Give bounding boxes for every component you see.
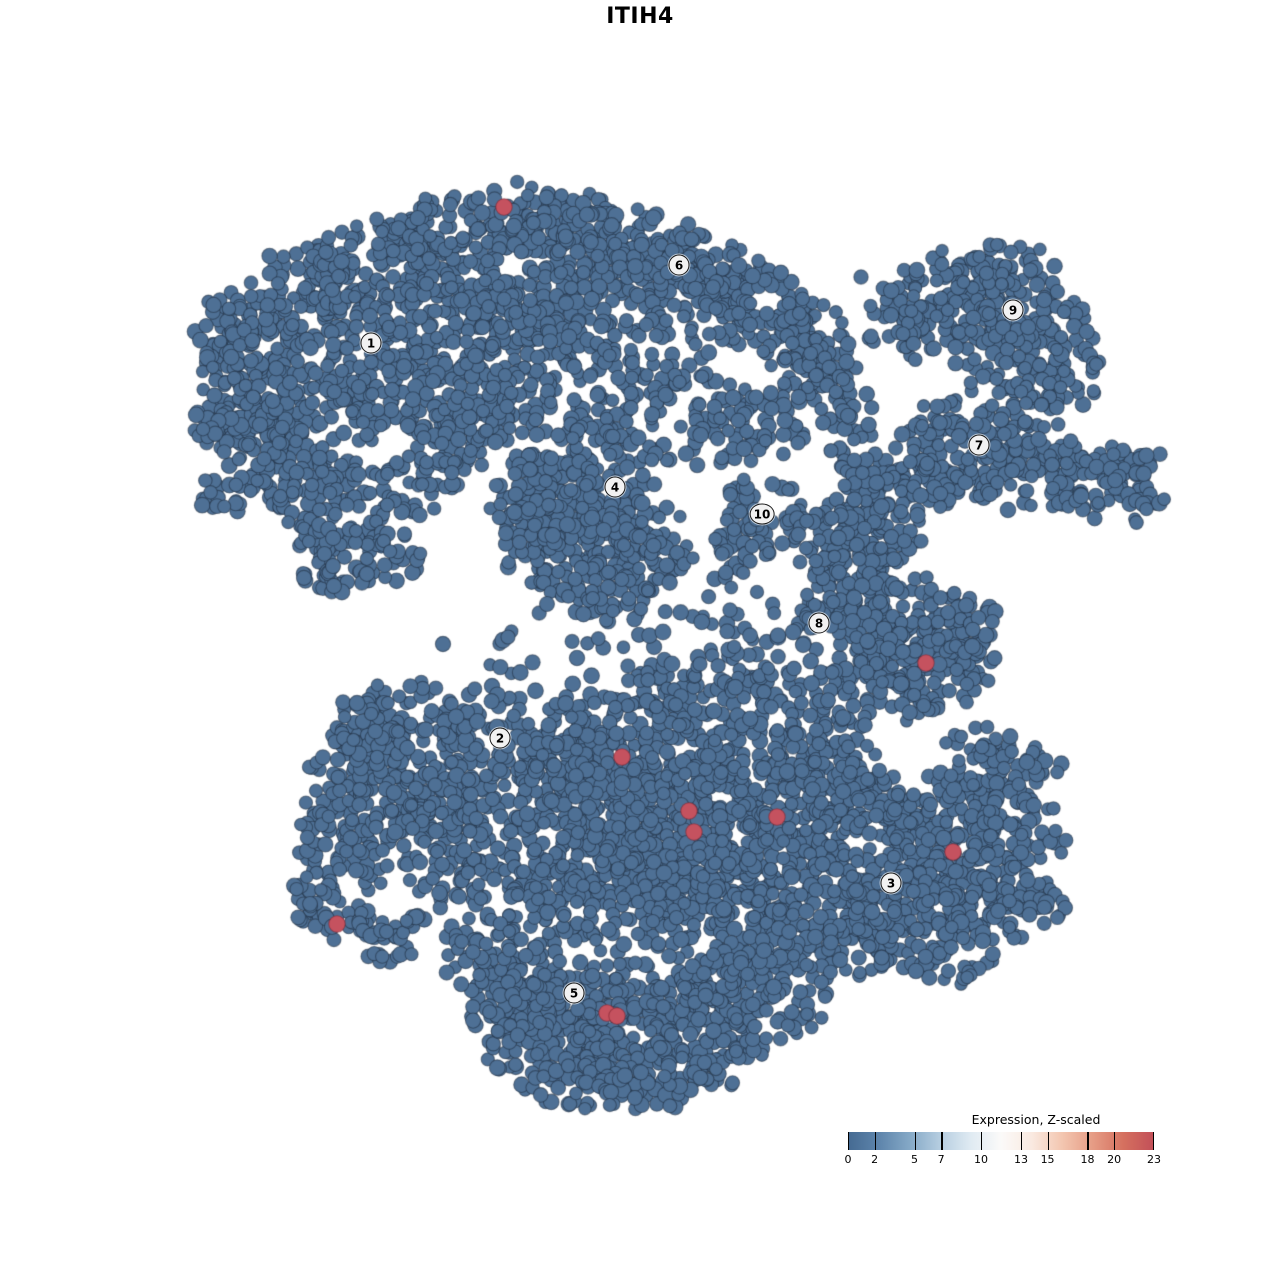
legend-tick-0: [848, 1132, 850, 1150]
cluster-label-10: 10: [749, 503, 775, 525]
cluster-label-4: 4: [604, 476, 626, 498]
legend-tick-15: [1047, 1132, 1049, 1150]
cluster-label-3: 3: [880, 872, 902, 894]
legend-tick-13: [1020, 1132, 1023, 1150]
cluster-label-7: 7: [968, 434, 990, 456]
legend-tick-label-20: 20: [1107, 1153, 1122, 1166]
legend-tick-label-10: 10: [974, 1153, 989, 1166]
expression-colorbar-legend: Expression, Z-scaled 0 2 5 7 10 13 15 18 20 23: [844, 1112, 1162, 1174]
legend-tick-label-13: 13: [1013, 1153, 1028, 1166]
legend-gradient-bar: [848, 1132, 1154, 1150]
legend-tick-2: [874, 1132, 876, 1150]
cluster-label-5: 5: [563, 982, 585, 1004]
cluster-label-9: 9: [1002, 299, 1024, 321]
legend-tick-label-18: 18: [1080, 1153, 1095, 1166]
legend-tick-label-0: 0: [844, 1153, 852, 1166]
legend-tick-18: [1087, 1132, 1089, 1150]
legend-tick-7: [941, 1132, 943, 1150]
legend-title: Expression, Z-scaled: [971, 1112, 1101, 1127]
legend-tick-label-7: 7: [937, 1153, 945, 1166]
legend-tick-label-23: 23: [1147, 1153, 1161, 1166]
cluster-label-6: 6: [668, 254, 690, 276]
legend-tick-label-15: 15: [1040, 1153, 1055, 1166]
cluster-label-2: 2: [489, 727, 511, 749]
cluster-label-1: 1: [360, 332, 382, 354]
legend-tick-label-5: 5: [911, 1153, 919, 1166]
legend-tick-10: [981, 1132, 983, 1150]
legend-tick-label-2: 2: [871, 1153, 879, 1166]
legend-tick-23: [1152, 1132, 1154, 1150]
legend-tick-5: [914, 1132, 916, 1150]
cluster-label-8: 8: [808, 612, 830, 634]
legend-tick-20: [1114, 1132, 1116, 1150]
